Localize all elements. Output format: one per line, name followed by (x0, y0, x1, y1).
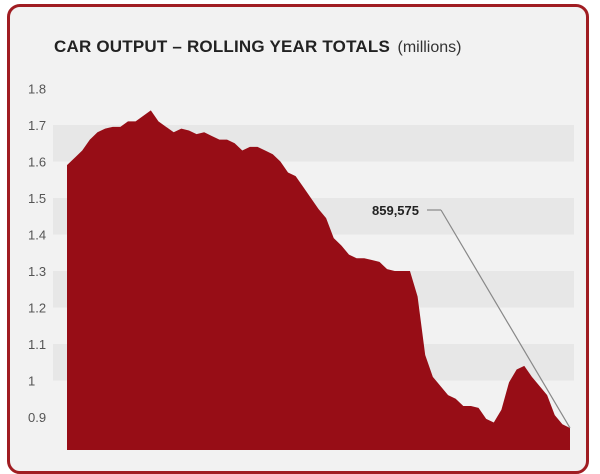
y-tick-label: 1.6 (28, 155, 46, 170)
y-tick-label: 1.2 (28, 301, 46, 316)
chart-plot: 0.9 1 1.1 1.2 1.3 1.4 1.5 1.6 1.7 1.8 859,575 (28, 82, 574, 450)
y-tick-label: 1.5 (28, 191, 46, 206)
annotation-label: 859,575 (372, 203, 419, 218)
y-axis: 0.9 1 1.1 1.2 1.3 1.4 1.5 1.6 1.7 1.8 (28, 82, 46, 426)
area-fill (67, 110, 570, 450)
chart-title-row: CAR OUTPUT – ROLLING YEAR TOTALS (millio… (54, 37, 461, 57)
chart-title: CAR OUTPUT – ROLLING YEAR TOTALS (54, 37, 391, 56)
y-tick-label: 1.8 (28, 82, 46, 97)
y-tick-label: 0.9 (28, 410, 46, 425)
annotation-leader-line (440, 209, 571, 429)
y-tick-label: 1 (28, 374, 35, 389)
y-tick-label: 1.4 (28, 228, 46, 243)
annotation-group: 859,575 (372, 203, 571, 429)
y-tick-label: 1.3 (28, 264, 46, 279)
y-tick-label: 1.1 (28, 337, 46, 352)
y-tick-label: 1.7 (28, 118, 46, 133)
area-series (67, 110, 570, 450)
chart-subtitle: (millions) (397, 39, 462, 56)
